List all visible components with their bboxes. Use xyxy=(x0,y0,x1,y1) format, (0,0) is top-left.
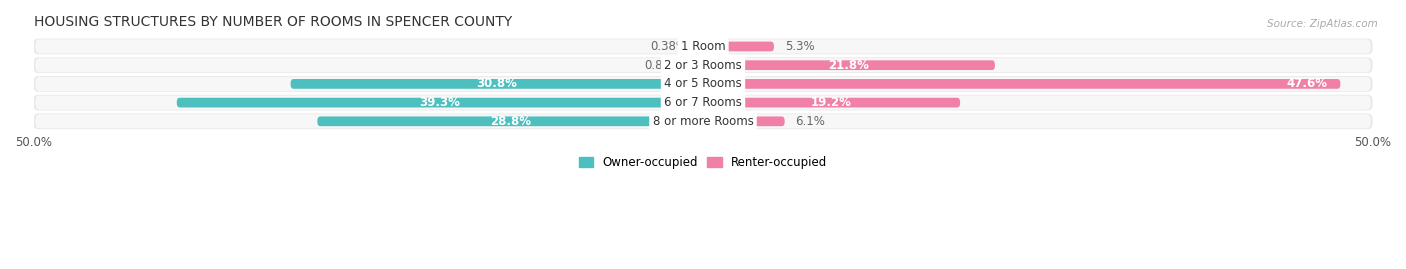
Text: 39.3%: 39.3% xyxy=(419,96,460,109)
Text: 28.8%: 28.8% xyxy=(489,115,530,128)
Text: 0.81%: 0.81% xyxy=(644,59,682,72)
FancyBboxPatch shape xyxy=(35,39,1371,54)
FancyBboxPatch shape xyxy=(318,116,703,126)
FancyBboxPatch shape xyxy=(703,79,1340,89)
FancyBboxPatch shape xyxy=(703,98,960,108)
Text: Source: ZipAtlas.com: Source: ZipAtlas.com xyxy=(1267,19,1378,29)
Text: 8 or more Rooms: 8 or more Rooms xyxy=(652,115,754,128)
FancyBboxPatch shape xyxy=(34,76,1372,92)
Text: HOUSING STRUCTURES BY NUMBER OF ROOMS IN SPENCER COUNTY: HOUSING STRUCTURES BY NUMBER OF ROOMS IN… xyxy=(34,15,512,29)
Text: 21.8%: 21.8% xyxy=(828,59,869,72)
FancyBboxPatch shape xyxy=(35,58,1371,72)
Text: 6.1%: 6.1% xyxy=(796,115,825,128)
Legend: Owner-occupied, Renter-occupied: Owner-occupied, Renter-occupied xyxy=(574,151,832,174)
Text: 30.8%: 30.8% xyxy=(477,77,517,90)
Text: 1 Room: 1 Room xyxy=(681,40,725,53)
FancyBboxPatch shape xyxy=(703,42,773,51)
Text: 4 or 5 Rooms: 4 or 5 Rooms xyxy=(664,77,742,90)
FancyBboxPatch shape xyxy=(35,95,1371,110)
FancyBboxPatch shape xyxy=(703,116,785,126)
Text: 0.38%: 0.38% xyxy=(650,40,688,53)
Text: 5.3%: 5.3% xyxy=(785,40,814,53)
FancyBboxPatch shape xyxy=(34,95,1372,111)
Text: 47.6%: 47.6% xyxy=(1286,77,1327,90)
FancyBboxPatch shape xyxy=(34,39,1372,54)
FancyBboxPatch shape xyxy=(703,60,995,70)
FancyBboxPatch shape xyxy=(697,42,703,51)
FancyBboxPatch shape xyxy=(35,114,1371,128)
FancyBboxPatch shape xyxy=(291,79,703,89)
FancyBboxPatch shape xyxy=(35,77,1371,91)
FancyBboxPatch shape xyxy=(34,57,1372,73)
Text: 6 or 7 Rooms: 6 or 7 Rooms xyxy=(664,96,742,109)
FancyBboxPatch shape xyxy=(34,114,1372,129)
FancyBboxPatch shape xyxy=(692,60,703,70)
Text: 2 or 3 Rooms: 2 or 3 Rooms xyxy=(664,59,742,72)
Text: 19.2%: 19.2% xyxy=(811,96,852,109)
FancyBboxPatch shape xyxy=(177,98,703,108)
